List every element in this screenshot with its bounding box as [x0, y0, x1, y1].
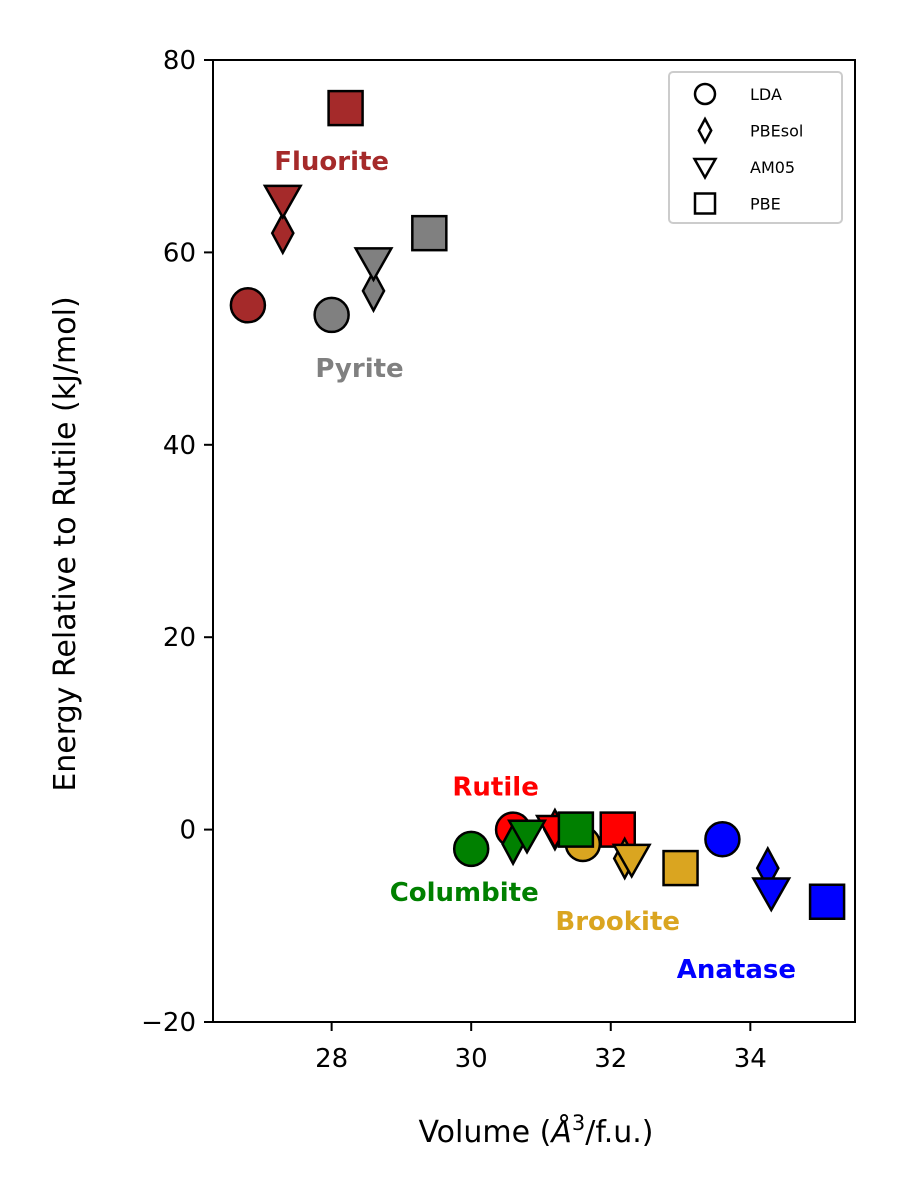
x-tick-label: 28 — [315, 1044, 348, 1074]
y-tick-label: 80 — [163, 46, 196, 76]
y-tick-label: 60 — [163, 238, 196, 268]
x-tick-label: 34 — [734, 1044, 767, 1074]
legend-marker-pbe — [693, 192, 717, 215]
y-tick-label: −20 — [141, 1008, 196, 1038]
y-tick-label: 20 — [163, 623, 196, 653]
legend-box — [668, 71, 843, 224]
data-point-pyrite-am05 — [353, 247, 394, 283]
data-point-pyrite-pbesol — [361, 268, 386, 314]
data-point-anatase-am05 — [751, 877, 792, 913]
data-point-fluorite-lda — [229, 287, 267, 324]
data-point-anatase-pbe — [808, 883, 846, 920]
data-point-fluorite-am05 — [262, 184, 303, 220]
data-point-fluorite-pbe — [327, 89, 364, 127]
x-tick-label: 30 — [455, 1044, 488, 1074]
data-point-brookite-pbe — [662, 849, 699, 887]
data-point-rutile-pbe — [599, 811, 636, 848]
data-point-fluorite-pbesol — [270, 210, 295, 256]
data-point-columbite-am05 — [507, 819, 548, 855]
y-axis-ticks: −20 0 20 40 60 80 — [141, 46, 213, 1038]
phase-label-rutile: Rutile — [452, 772, 538, 802]
data-point-columbite-pbe — [557, 811, 595, 848]
legend-label-pbesol: PBEsol — [750, 122, 803, 141]
x-axis-title: Volume (Å3/f.u.) — [418, 1111, 653, 1150]
chart-marks — [229, 89, 846, 920]
y-tick-label: 40 — [163, 431, 196, 461]
data-point-pyrite-lda — [313, 296, 350, 334]
y-axis-title: Energy Relative to Rutile (kJ/mol) — [48, 296, 83, 791]
legend-label-am05: AM05 — [750, 158, 795, 177]
data-point-brookite-am05 — [611, 843, 652, 879]
phase-label-pyrite: Pyrite — [315, 354, 403, 384]
legend-marker-am05 — [692, 157, 718, 181]
legend-marker-lda — [693, 82, 717, 106]
legend: LDA PBEsol AM05 PBE — [668, 71, 843, 224]
plot-frame — [212, 59, 856, 1023]
legend-label-pbe: PBE — [750, 195, 781, 214]
y-tick-label: 0 — [179, 816, 196, 846]
phase-label-brookite: Brookite — [555, 907, 680, 937]
x-tick-label: 32 — [594, 1044, 627, 1074]
data-point-anatase-lda — [704, 820, 741, 858]
legend-marker-pbesol — [697, 116, 713, 145]
x-axis-ticks: 28 30 32 34 — [315, 1022, 767, 1074]
data-point-columbite-lda — [452, 830, 490, 868]
phase-label-fluorite: Fluorite — [274, 147, 389, 177]
phase-label-anatase: Anatase — [677, 955, 796, 985]
legend-label-lda: LDA — [750, 85, 782, 104]
data-point-pyrite-pbe — [411, 214, 448, 252]
phase-labels: Fluorite Pyrite Rutile Brookite Columbite Ana… — [274, 147, 796, 985]
phase-label-columbite: Columbite — [390, 878, 539, 908]
